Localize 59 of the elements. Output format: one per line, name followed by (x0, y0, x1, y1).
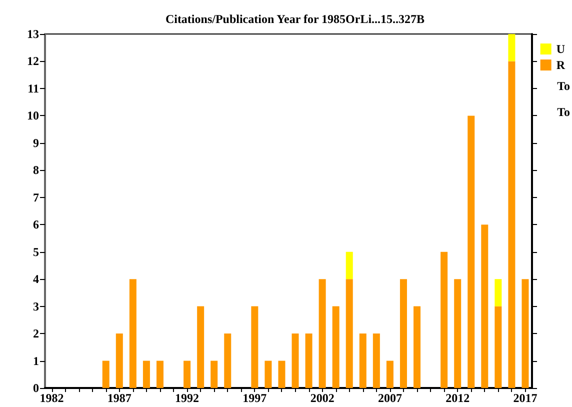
y-tick-label: 7 (33, 190, 39, 204)
x-tick-label: 2007 (378, 391, 402, 405)
bar (156, 360, 164, 388)
y-tick-label: 11 (28, 81, 39, 96)
bar (400, 279, 407, 388)
y-tick-label: 8 (33, 163, 39, 178)
bar (481, 224, 488, 388)
y-tick-label: 1 (33, 354, 39, 368)
bar (129, 279, 136, 388)
bar (278, 360, 286, 388)
legend-label: U (556, 42, 566, 56)
legend-label: R (556, 58, 566, 72)
bar (372, 334, 380, 388)
x-tick-label: 2012 (446, 391, 470, 405)
bar (318, 279, 326, 388)
bar (184, 360, 191, 388)
bar (305, 334, 312, 388)
bar (116, 334, 123, 388)
y-tick-label: 3 (33, 299, 39, 314)
bar (292, 334, 299, 388)
bar (251, 306, 258, 388)
y-tick-label: 2 (33, 326, 39, 341)
chart-title: Citations/Publication Year for 1985OrLi...15..327B (165, 12, 425, 26)
bar (468, 116, 475, 388)
y-tick-label: 0 (33, 381, 39, 395)
bar (386, 360, 394, 388)
x-tick-label: 2017 (513, 391, 538, 405)
text: To (557, 79, 570, 93)
y-tick-label: 5 (33, 244, 39, 259)
bar (494, 306, 502, 388)
y-tick-label: 10 (27, 108, 39, 123)
x-tick-label: 1992 (175, 391, 200, 405)
y-tick-label: 6 (33, 218, 39, 232)
bar (224, 334, 232, 388)
y-tick-label: 12 (27, 54, 39, 68)
bar (332, 306, 340, 388)
bar (522, 279, 529, 388)
bar (197, 306, 204, 388)
bar (508, 34, 516, 62)
x-tick-label: 2002 (310, 391, 334, 405)
bar (414, 306, 421, 388)
bar (346, 252, 353, 280)
y-tick-label: 9 (33, 136, 39, 150)
bar (102, 360, 110, 388)
bar (454, 279, 462, 388)
bar (440, 252, 448, 388)
text: To (557, 105, 570, 119)
y-tick-label: 13 (27, 27, 39, 41)
bar (210, 360, 218, 388)
bar (359, 334, 366, 388)
bar (508, 61, 516, 388)
bar (264, 360, 272, 388)
bar (494, 279, 502, 306)
bar (346, 279, 353, 388)
x-tick-label: 1997 (242, 391, 267, 405)
bar (142, 360, 150, 388)
y-tick-label: 4 (33, 272, 39, 286)
x-tick-label: 1982 (40, 391, 64, 405)
x-tick-label: 1987 (107, 391, 132, 405)
